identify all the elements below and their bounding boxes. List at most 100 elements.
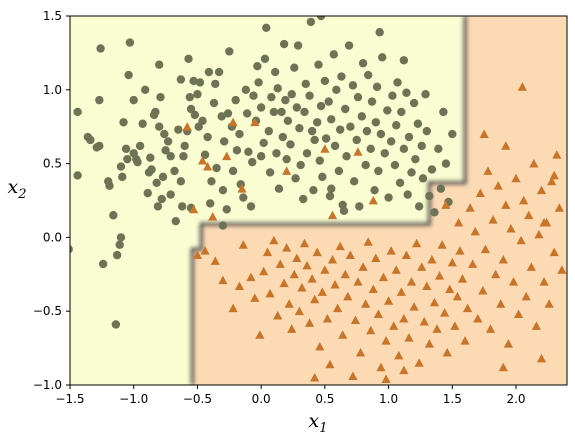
class-0-point [364, 70, 373, 80]
x-tick-label: 2.0 [506, 392, 525, 406]
class-1-point [345, 250, 355, 260]
class-1-point [434, 271, 445, 280]
class-0-point [314, 60, 323, 69]
class-0-point [352, 135, 361, 145]
class-0-point [393, 78, 402, 87]
class-0-point [161, 146, 170, 155]
class-0-point [157, 194, 166, 204]
class-0-point [279, 39, 289, 49]
class-1-point [470, 226, 480, 236]
class-0-point [198, 116, 207, 125]
class-0-point [244, 147, 253, 156]
class-1-point [312, 247, 322, 257]
class-1-point [417, 262, 427, 271]
class-0-point [384, 193, 393, 202]
class-1-point [282, 243, 292, 252]
class-1-point [473, 313, 483, 323]
class-0-point [430, 208, 439, 217]
class-0-point [73, 107, 82, 117]
class-0-point [439, 107, 448, 117]
class-1-point [322, 313, 333, 323]
class-0-point [231, 95, 240, 105]
class-0-point [223, 109, 233, 118]
x-tick-label: 1.5 [443, 392, 462, 406]
class-0-point [375, 28, 384, 37]
class-0-point [290, 63, 299, 72]
class-1-point [325, 359, 335, 369]
class-0-point [256, 152, 266, 161]
class-0-point [239, 193, 248, 202]
class-0-point [111, 320, 121, 329]
class-0-point [155, 60, 164, 69]
class-1-point [508, 277, 519, 286]
class-1-point [412, 238, 422, 248]
y-tick-label: −0.5 [33, 304, 62, 318]
class-0-point [246, 202, 256, 211]
class-1-point [554, 203, 564, 212]
class-1-point [498, 362, 508, 372]
class-1-point [457, 274, 468, 283]
class-1-point [287, 324, 297, 333]
x-tick-label: −1.5 [55, 392, 84, 406]
x-tick-label: 1.0 [379, 392, 398, 406]
class-0-point [147, 165, 156, 174]
class-1-point [442, 347, 452, 357]
class-1-point [526, 262, 536, 271]
x-tick-label: 0.5 [315, 392, 334, 406]
class-0-point [242, 109, 252, 118]
y-tick-label: 1.5 [43, 9, 62, 23]
class-0-point [427, 165, 437, 174]
class-0-point [380, 149, 389, 158]
class-0-point [390, 160, 400, 170]
class-0-point [425, 191, 434, 201]
class-0-point [374, 166, 383, 176]
class-1-point [292, 253, 302, 262]
class-0-point [417, 141, 426, 151]
class-0-point [272, 149, 281, 158]
class-0-point [155, 122, 164, 131]
class-0-point [344, 41, 354, 50]
class-1-point [424, 339, 434, 348]
class-1-point [391, 265, 401, 274]
class-1-point [269, 235, 279, 245]
class-0-point [166, 190, 175, 199]
class-0-point [316, 101, 326, 111]
class-1-point [182, 122, 192, 131]
class-0-point [86, 135, 95, 145]
class-1-point [386, 246, 396, 255]
class-0-point [372, 82, 382, 92]
class-0-point [160, 129, 169, 139]
class-1-point [496, 299, 506, 308]
class-1-point [192, 250, 203, 260]
class-0-point [282, 154, 291, 164]
class-1-point [361, 299, 371, 308]
class-1-point [491, 269, 501, 279]
class-0-point [166, 152, 175, 161]
class-0-point [70, 245, 73, 254]
class-1-point [338, 330, 348, 339]
class-0-point [270, 67, 280, 77]
class-1-point [310, 294, 320, 304]
class-1-point [450, 321, 460, 330]
class-0-point [291, 174, 300, 183]
class-0-point [156, 92, 165, 102]
class-0-point [348, 81, 358, 90]
class-1-point [299, 238, 310, 248]
y-tick-label: −1.0 [33, 378, 62, 392]
class-1-point [493, 181, 503, 190]
class-0-point [116, 233, 126, 242]
class-1-point [389, 321, 399, 330]
class-1-point [350, 315, 361, 324]
class-0-point [296, 160, 305, 170]
class-0-point [349, 177, 359, 186]
class-1-point [335, 241, 345, 251]
class-1-point [246, 272, 256, 282]
class-0-point [267, 92, 276, 102]
class-0-point [355, 202, 364, 211]
class-0-point [217, 112, 226, 121]
class-0-point [341, 104, 350, 114]
class-0-point [399, 144, 409, 154]
class-1-point [521, 291, 531, 301]
class-0-point [203, 132, 212, 142]
